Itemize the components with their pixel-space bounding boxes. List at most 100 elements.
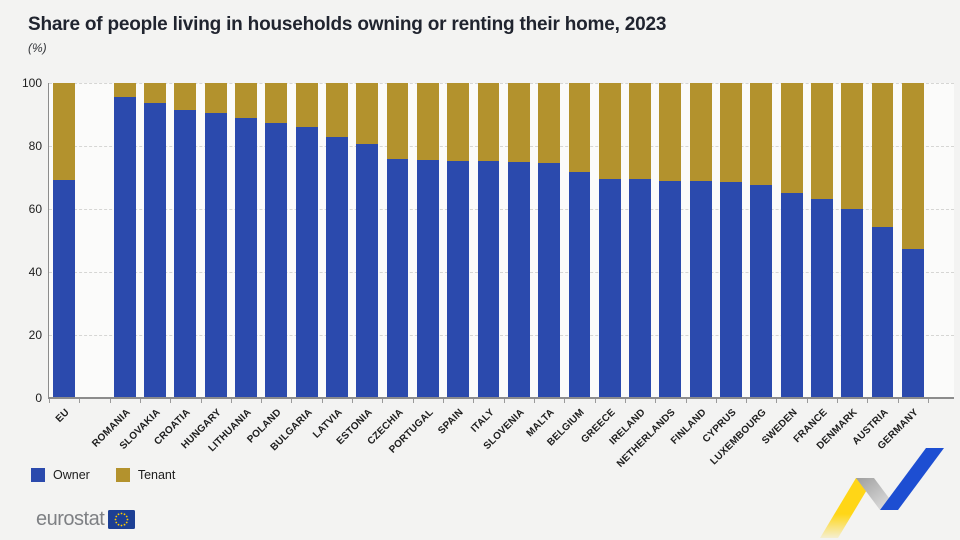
stacked-bar-denmark [841, 83, 864, 398]
x-tick [655, 399, 657, 403]
x-tick [715, 399, 717, 403]
bar-slot-malta [534, 83, 564, 398]
x-tick [230, 399, 232, 403]
stacked-bar-czechia [386, 83, 409, 398]
x-tick [897, 399, 899, 403]
tenant-segment [811, 83, 833, 200]
gridline-40 [49, 272, 954, 273]
tenant-segment [629, 83, 651, 180]
owner-segment [477, 161, 500, 398]
x-tick [867, 399, 869, 403]
bar-slot-spain [443, 83, 473, 398]
owner-segment [174, 110, 197, 398]
owner-segment [901, 249, 924, 398]
legend-label-owner: Owner [53, 468, 90, 482]
stacked-bar-slovakia [144, 83, 166, 398]
x-tick [564, 399, 566, 403]
owner-segment [265, 123, 288, 398]
bar-slot-italy [473, 83, 503, 398]
legend: Owner Tenant [31, 468, 175, 482]
decorative-ribbon-icon [820, 448, 944, 538]
x-tick [352, 399, 354, 403]
y-tick-label-100: 100 [21, 76, 42, 90]
bar-slot-hungary [201, 83, 231, 398]
y-tick-label-60: 60 [28, 202, 42, 216]
bar-slot-finland [686, 83, 716, 398]
stacked-bar-cyprus [720, 83, 742, 398]
bar-slot-ireland [625, 83, 655, 398]
tenant-segment [720, 83, 742, 182]
x-tick [503, 399, 505, 403]
owner-segment [447, 161, 470, 398]
owner-segment [689, 180, 712, 398]
x-tick [109, 399, 111, 403]
bar-slot-lithuania [231, 83, 261, 398]
plot-area: 0 20 40 60 80 100 EU ROMANIA SLOVAKIA CROATIA HUN… [22, 76, 954, 470]
stacked-bar-malta [538, 83, 561, 398]
owner-segment [386, 158, 409, 398]
owner-segment [295, 127, 318, 398]
stacked-bar-netherlands [659, 83, 682, 398]
bar-slot-eu [49, 83, 79, 398]
owner-segment [568, 172, 591, 398]
bar-slot-greece [595, 83, 625, 398]
gridline-60 [49, 209, 954, 210]
owner-segment [326, 136, 348, 398]
stacked-bar-greece [598, 83, 621, 398]
bar-slot-cyprus [716, 83, 746, 398]
bar-slot-netherlands [655, 83, 685, 398]
bar-slot-france [807, 83, 837, 398]
owner-segment [598, 179, 621, 398]
stacked-bar-ireland [629, 83, 651, 398]
tenant-segment [174, 83, 197, 111]
x-tick [382, 399, 384, 403]
x-tick [291, 399, 293, 403]
tenant-segment [447, 83, 470, 162]
owner-segment [811, 199, 833, 398]
stacked-bar-bulgaria [295, 83, 318, 398]
owner-segment [204, 112, 227, 398]
x-axis-line [48, 397, 954, 399]
x-tick [79, 399, 81, 403]
owner-segment [538, 163, 561, 398]
x-tick [261, 399, 263, 403]
legend-label-tenant: Tenant [137, 468, 176, 482]
x-axis-labels: EU ROMANIA SLOVAKIA CROATIA HUNGARY LITHUANIA… [49, 398, 928, 470]
owner-segment [750, 185, 773, 398]
stacked-bar-croatia [174, 83, 197, 398]
owner-swatch-icon [31, 468, 45, 482]
x-tick [806, 399, 808, 403]
tenant-segment [235, 83, 257, 118]
stacked-bar-portugal [416, 83, 439, 398]
bars-container [49, 83, 928, 398]
stacked-bar-austria [871, 83, 894, 398]
x-tick [624, 399, 626, 403]
stacked-bar-luxembourg [750, 83, 773, 398]
owner-segment [507, 162, 530, 398]
tenant-segment [901, 83, 924, 249]
owner-segment [841, 209, 864, 398]
x-tick [837, 399, 839, 403]
tenant-segment [144, 83, 166, 103]
tenant-segment [871, 83, 894, 228]
stacked-bar-italy [477, 83, 500, 398]
x-tick [594, 399, 596, 403]
stacked-bar-eu [53, 83, 76, 398]
chart-title: Share of people living in households own… [28, 14, 667, 35]
tenant-segment [750, 83, 773, 186]
stacked-bar-slovenia [507, 83, 530, 398]
tenant-segment [507, 83, 530, 163]
x-axis-ticks [49, 398, 929, 403]
owner-segment [871, 227, 894, 398]
tenant-swatch-icon [115, 468, 130, 482]
tenant-segment [659, 83, 682, 181]
stacked-bar-latvia [326, 83, 348, 398]
x-tick [533, 399, 535, 403]
eurostat-logo: eurostat [36, 508, 136, 531]
tenant-segment [356, 83, 379, 145]
x-tick [443, 399, 445, 403]
owner-segment [113, 96, 136, 398]
stacked-bar-spain [447, 83, 470, 398]
tenant-segment [295, 83, 318, 128]
